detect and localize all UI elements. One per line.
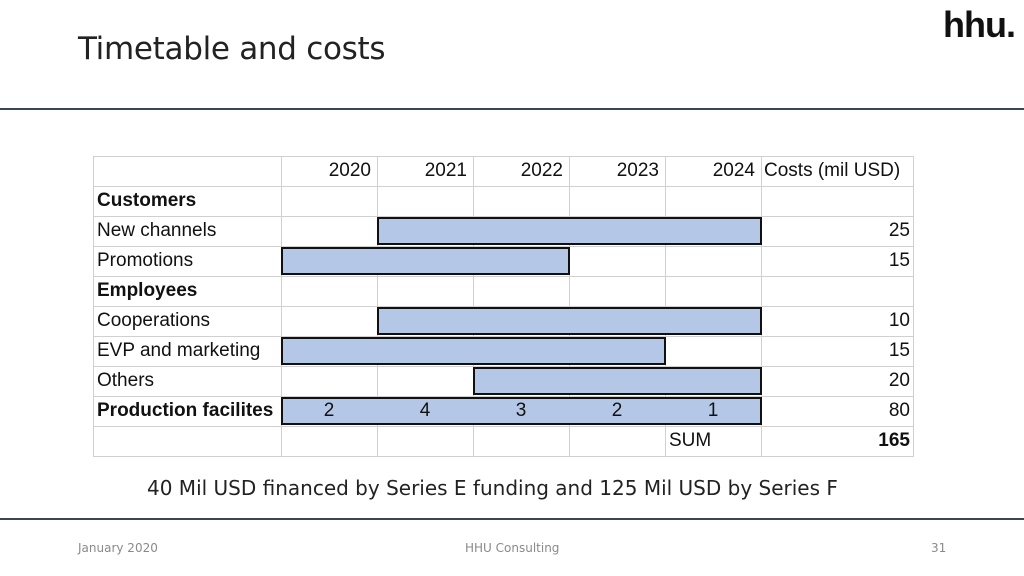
year-header-2020: 2020 [328, 160, 371, 181]
funding-note: 40 Mil USD financed by Series E funding … [147, 476, 838, 500]
grid-line-horizontal [93, 396, 914, 397]
footer-page-number: 31 [931, 541, 947, 555]
row-label: Promotions [97, 250, 194, 271]
grid-line-horizontal [93, 156, 914, 157]
grid-line-horizontal [93, 426, 914, 427]
timeline-bar [473, 367, 762, 395]
grid-line-horizontal [93, 456, 914, 457]
sum-value: 165 [878, 430, 910, 451]
year-header-2023: 2023 [616, 160, 659, 181]
bar-value: 4 [419, 400, 431, 421]
bar-value: 1 [707, 400, 719, 421]
year-header-2021: 2021 [424, 160, 467, 181]
row-cost: 20 [888, 370, 910, 391]
timeline-bar [377, 307, 762, 335]
bar-value: 2 [323, 400, 335, 421]
row-label: Cooperations [97, 310, 211, 331]
timetable-grid: 2020 2021 2022 2023 2024 Costs (mil USD) Custo… [93, 156, 914, 457]
grid-line-horizontal [93, 186, 914, 187]
grid-line-horizontal [93, 216, 914, 217]
logo: hhu. [943, 4, 1016, 45]
grid-line-horizontal [93, 306, 914, 307]
row-label: Others [97, 370, 155, 391]
timeline-bar [281, 247, 570, 275]
year-header-2024: 2024 [712, 160, 755, 181]
row-cost: 15 [888, 250, 910, 271]
timeline-bar [281, 337, 666, 365]
costs-header: Costs (mil USD) [764, 160, 901, 181]
row-label: EVP and marketing [97, 340, 261, 361]
row-cost: 80 [888, 400, 910, 421]
grid-line-horizontal [93, 246, 914, 247]
sum-label: SUM [669, 430, 712, 451]
year-header-2022: 2022 [520, 160, 563, 181]
footer-company: HHU Consulting [465, 541, 560, 555]
bar-value: 2 [611, 400, 623, 421]
top-divider [0, 108, 1024, 110]
grid-line-horizontal [93, 336, 914, 337]
row-label: Employees [97, 280, 198, 301]
timeline-bar [377, 217, 762, 245]
row-label: Customers [97, 190, 197, 211]
row-cost: 10 [888, 310, 910, 331]
grid-line-horizontal [93, 366, 914, 367]
slide-title: Timetable and costs [78, 31, 386, 67]
row-label: Production facilites [97, 400, 274, 421]
timeline-bar [281, 397, 762, 425]
grid-line-horizontal [93, 276, 914, 277]
row-label: New channels [97, 220, 217, 241]
bar-value: 3 [515, 400, 527, 421]
bottom-divider [0, 518, 1024, 520]
row-cost: 25 [888, 220, 910, 241]
row-cost: 15 [888, 340, 910, 361]
footer-date: January 2020 [78, 541, 158, 555]
